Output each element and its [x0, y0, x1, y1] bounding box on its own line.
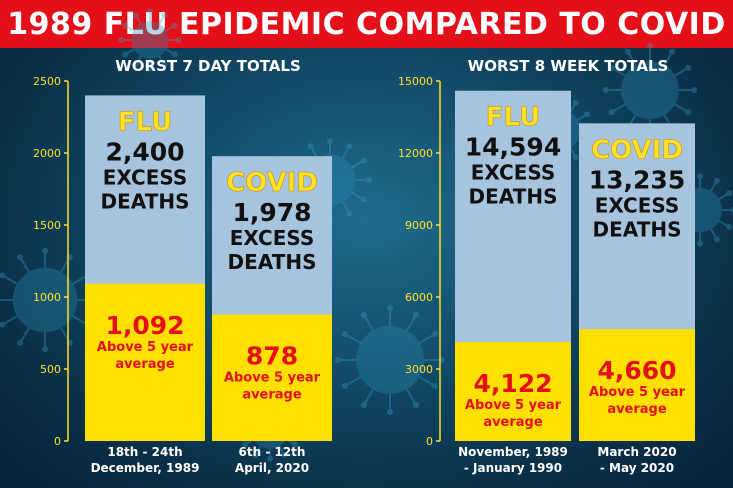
data-label-above-average: 4,660	[597, 356, 676, 385]
data-label-above-average-text: Above 5 year	[589, 385, 686, 400]
data-label-total: 2,400	[105, 137, 184, 166]
data-label-above-average-text: Above 5 year	[97, 340, 194, 355]
data-label-above-average-text: average	[483, 415, 543, 430]
virus-icon	[602, 42, 698, 138]
category-label: 18th - 24th	[107, 445, 182, 459]
panel-title: WORST 7 DAY TOTALS	[115, 57, 301, 75]
category-label: November, 1989	[458, 445, 568, 459]
y-tick-label: 15000	[398, 75, 433, 88]
data-label-excess-deaths: EXCESS	[595, 193, 680, 217]
bar-above-average	[579, 329, 695, 441]
data-label-excess-deaths: EXCESS	[103, 165, 188, 189]
data-label-excess-deaths: EXCESS	[471, 161, 556, 185]
y-tick-label: 2000	[33, 147, 61, 160]
y-tick-label: 6000	[405, 291, 433, 304]
bar-above-average	[212, 314, 332, 441]
bar-above-average	[455, 342, 571, 441]
data-label-total: 14,594	[465, 133, 561, 162]
data-label-above-average: 1,092	[105, 311, 184, 340]
y-tick-label: 1500	[33, 219, 61, 232]
data-label-excess-deaths: DEATHS	[469, 185, 558, 209]
category-label: - January 1990	[464, 461, 562, 475]
data-label-above-average-text: average	[242, 388, 302, 403]
y-tick-label: 500	[40, 363, 61, 376]
data-label-total: 1,978	[232, 198, 311, 227]
data-label-above-average-text: average	[115, 357, 175, 372]
data-label-excess-deaths: EXCESS	[230, 226, 315, 250]
y-tick-label: 1000	[33, 291, 61, 304]
series-label: COVID	[226, 168, 318, 198]
panel-title: WORST 8 WEEK TOTALS	[468, 57, 669, 75]
data-label-above-average-text: average	[607, 402, 667, 417]
y-tick-label: 0	[426, 435, 433, 448]
data-label-excess-deaths: DEATHS	[228, 250, 317, 274]
y-tick-label: 3000	[405, 363, 433, 376]
data-label-above-average-text: Above 5 year	[465, 398, 562, 413]
data-label-above-average-text: Above 5 year	[224, 371, 321, 386]
data-label-total: 13,235	[589, 165, 685, 194]
category-label: 6th - 12th	[239, 445, 306, 459]
category-label: December, 1989	[91, 461, 200, 475]
category-label: March 2020	[597, 445, 676, 459]
category-label: April, 2020	[235, 461, 309, 475]
virus-icon	[335, 305, 445, 415]
chart-panel-2: WORST 8 WEEK TOTALS 0 3000 6000 9000 12000 150…	[398, 57, 695, 475]
data-label-above-average: 878	[246, 342, 298, 371]
data-label-excess-deaths: DEATHS	[593, 217, 682, 241]
series-label: COVID	[591, 135, 683, 165]
series-label: FLU	[486, 103, 541, 133]
series-label: FLU	[118, 107, 173, 137]
y-tick-label: 0	[54, 435, 61, 448]
bar-above-average	[85, 283, 205, 441]
category-label: - May 2020	[600, 461, 674, 475]
y-tick-label: 9000	[405, 219, 433, 232]
data-label-excess-deaths: DEATHS	[101, 189, 190, 213]
chart-title: 1989 FLU EPIDEMIC COMPARED TO COVID	[0, 0, 733, 48]
data-label-above-average: 4,122	[473, 369, 552, 398]
chart-panel-1: WORST 7 DAY TOTALS 0 500 1000 1500 2000 2500 FL…	[33, 57, 332, 475]
y-tick-label: 2500	[33, 75, 61, 88]
virus-icon	[118, 8, 182, 72]
y-tick-label: 12000	[398, 147, 433, 160]
